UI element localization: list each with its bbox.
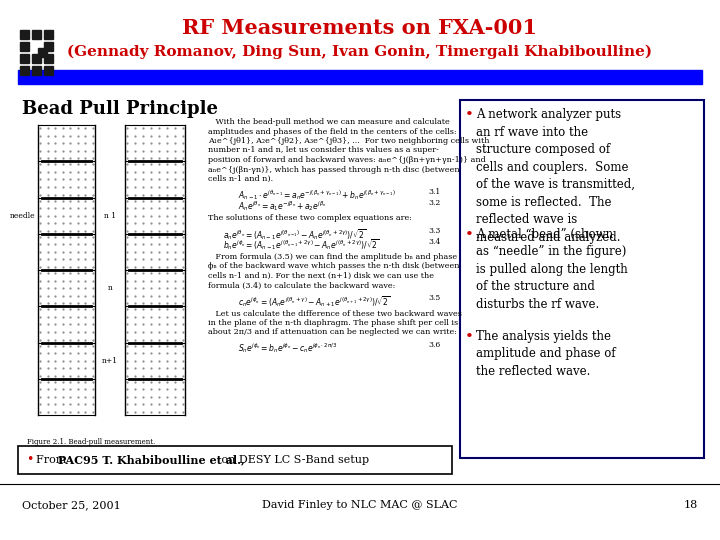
Text: •: • — [26, 454, 33, 467]
Bar — [44, 42, 53, 51]
Text: From: From — [36, 455, 70, 465]
Bar — [44, 30, 53, 39]
Text: needle: needle — [9, 212, 35, 220]
Bar — [20, 66, 29, 75]
Text: cells n-1 and n).: cells n-1 and n). — [208, 175, 273, 183]
Bar — [20, 30, 29, 39]
Bar — [32, 30, 41, 39]
Text: formula (3.4) to calculate the backward wave:: formula (3.4) to calculate the backward … — [208, 281, 395, 289]
Text: cells n-1 and n). For the next (n+1) disk we can use the: cells n-1 and n). For the next (n+1) dis… — [208, 272, 434, 280]
Text: $A_{n-1} \cdot e^{j\theta_{n-1}} = a_n e^{-j(\beta_n + \gamma_{n-1})} + b_n e^{j: $A_{n-1} \cdot e^{j\theta_{n-1}} = a_n e… — [238, 188, 396, 202]
Bar — [18, 70, 702, 84]
Text: 3.3: 3.3 — [428, 227, 441, 235]
Text: From formula (3.5) we can find the amplitude bₙ and phase: From formula (3.5) we can find the ampli… — [208, 253, 457, 261]
Text: ϕₙ of the backward wave which passes the n-th disk (between: ϕₙ of the backward wave which passes the… — [208, 262, 459, 271]
Bar — [460, 100, 704, 458]
Text: October 25, 2001: October 25, 2001 — [22, 500, 121, 510]
Text: Let us calculate the difference of these two backward waves: Let us calculate the difference of these… — [208, 309, 462, 318]
Text: on DESY LC S-Band setup: on DESY LC S-Band setup — [218, 455, 369, 465]
Text: 3.4: 3.4 — [428, 238, 440, 246]
Text: With the bead-pull method we can measure and calculate: With the bead-pull method we can measure… — [208, 118, 450, 126]
Text: The analysis yields the
amplitude and phase of
the reflected wave.: The analysis yields the amplitude and ph… — [476, 330, 616, 378]
Text: •: • — [465, 330, 474, 344]
Text: n+1: n+1 — [102, 356, 118, 365]
Text: •: • — [465, 108, 474, 122]
Text: position of forward and backward waves: aₙe^{j(βn+γn+γn-1)} and: position of forward and backward waves: … — [208, 156, 486, 164]
Text: RF Measurements on FXA-001: RF Measurements on FXA-001 — [182, 18, 538, 38]
Text: 3.5: 3.5 — [428, 294, 440, 302]
Bar — [20, 42, 29, 51]
Text: $S_n e^{j\phi_n} = b_n e^{j\phi_n} - c_n e^{j\phi_n \cdot 2\pi/3}$: $S_n e^{j\phi_n} = b_n e^{j\phi_n} - c_n… — [238, 341, 337, 355]
Bar — [32, 66, 41, 75]
Text: number n-1 and n, let us consider this values as a super-: number n-1 and n, let us consider this v… — [208, 146, 439, 154]
Bar — [38, 48, 47, 57]
Text: A metal “bead” (shown
as “needle” in the figure)
is pulled along the length
of t: A metal “bead” (shown as “needle” in the… — [476, 228, 628, 311]
Text: A network analyzer puts
an rf wave into the
structure composed of
cells and coup: A network analyzer puts an rf wave into … — [476, 108, 635, 244]
Text: Figure 2.1. Bead-pull measurement.: Figure 2.1. Bead-pull measurement. — [27, 438, 156, 446]
Text: Bead Pull Principle: Bead Pull Principle — [22, 100, 218, 118]
Text: A₁e^{jθ1}, A₂e^{jθ2}, A₃e^{jθ3}, ...  For two neighboring cells with: A₁e^{jθ1}, A₂e^{jθ2}, A₃e^{jθ3}, ... For… — [208, 137, 490, 145]
Text: 3.1: 3.1 — [428, 188, 440, 197]
Bar — [32, 54, 41, 63]
Bar — [44, 66, 53, 75]
Text: (Gennady Romanov, Ding Sun, Ivan Gonin, Timergali Khabiboulline): (Gennady Romanov, Ding Sun, Ivan Gonin, … — [68, 45, 652, 59]
Text: amplitudes and phases of the field in the centers of the cells:: amplitudes and phases of the field in th… — [208, 127, 456, 136]
Text: in the plane of the n-th diaphragm. The phase shift per cell is: in the plane of the n-th diaphragm. The … — [208, 319, 458, 327]
Bar — [44, 54, 53, 63]
Text: $a_n e^{j\theta_n} = (A_{n-1}e^{j(\theta_{n-1})} - A_n e^{j(\theta_n+2\gamma)})/: $a_n e^{j\theta_n} = (A_{n-1}e^{j(\theta… — [223, 227, 366, 242]
Text: $c_n e^{j\phi_n} = (A_n e^{j(\theta_n+\gamma)} - A_{n+1}e^{j(\theta_{n+1}+2\gamm: $c_n e^{j\phi_n} = (A_n e^{j(\theta_n+\g… — [238, 294, 390, 309]
Text: PAC95 T. Khabiboulline et al.,: PAC95 T. Khabiboulline et al., — [58, 455, 245, 465]
Text: aₙe^{j(βn-γn)}, which has passed through n-th disc (between: aₙe^{j(βn-γn)}, which has passed through… — [208, 165, 459, 173]
Text: $A_n e^{j\theta_n} = a_1 e^{-j\beta_n} + a_2 e^{j\beta_n}$: $A_n e^{j\theta_n} = a_1 e^{-j\beta_n} +… — [238, 199, 327, 213]
Text: 3.2: 3.2 — [428, 199, 440, 207]
Text: 3.6: 3.6 — [428, 341, 440, 349]
Text: The solutions of these two complex equations are:: The solutions of these two complex equat… — [208, 214, 412, 222]
Text: $b_n e^{j\phi_n} = (A_{n-1}e^{j(\theta_{n-1}+2\gamma)} - A_n e^{j(\theta_n+2\gam: $b_n e^{j\phi_n} = (A_{n-1}e^{j(\theta_{… — [223, 238, 379, 253]
Bar — [20, 54, 29, 63]
Text: David Finley to NLC MAC @ SLAC: David Finley to NLC MAC @ SLAC — [262, 500, 458, 510]
Text: n 1: n 1 — [104, 212, 116, 220]
Text: about 2π/3 and if attenuation can be neglected we can write:: about 2π/3 and if attenuation can be neg… — [208, 328, 457, 336]
Text: 18: 18 — [684, 500, 698, 510]
Bar — [18, 446, 452, 474]
Text: •: • — [465, 228, 474, 242]
Text: n: n — [107, 284, 112, 292]
